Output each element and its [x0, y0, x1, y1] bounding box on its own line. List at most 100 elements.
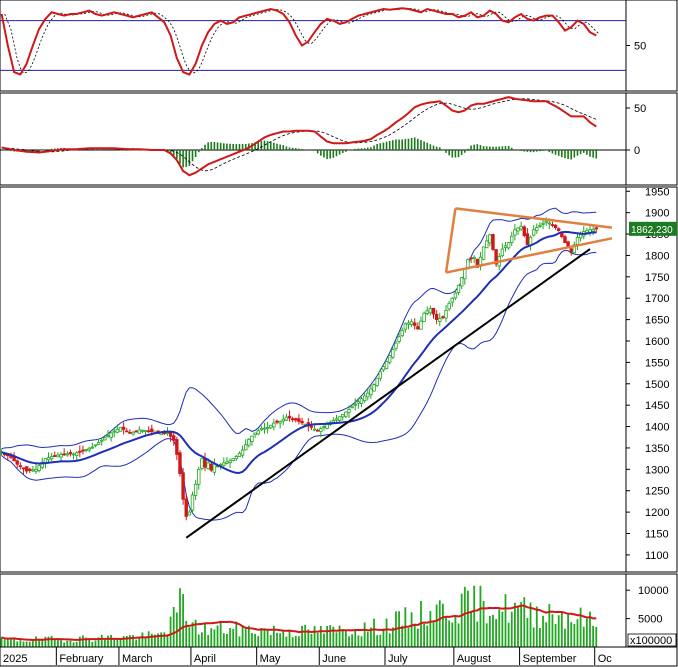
candle-body: [500, 248, 505, 257]
candle-body: [234, 456, 239, 460]
candle-body: [31, 469, 35, 472]
candle-body: [46, 457, 51, 461]
candle-body: [134, 430, 138, 433]
candle-body: [281, 418, 285, 422]
candle-body: [441, 316, 445, 319]
candle-body: [28, 468, 32, 471]
candle-body: [531, 229, 536, 236]
triangle-left-edge: [444, 208, 457, 273]
candle-body: [525, 233, 530, 246]
volume-unit-box: [627, 633, 677, 647]
candle-body: [309, 425, 314, 428]
stoch-k-line: [0, 7, 597, 76]
candle-body: [247, 438, 251, 446]
candle-body: [190, 494, 195, 511]
support-trendline: [185, 248, 591, 539]
candle-body: [506, 242, 511, 249]
candle-body: [49, 456, 54, 460]
candle-body: [397, 336, 401, 342]
panel-frame: [0, 0, 678, 92]
candle-body: [140, 429, 145, 432]
candle-body: [378, 371, 382, 379]
candle-body: [81, 449, 85, 452]
candle-body: [175, 439, 179, 455]
candle-body: [403, 323, 408, 330]
candle-body: [319, 428, 323, 432]
candle-body: [300, 420, 304, 424]
price-tick-label: 1300: [645, 464, 669, 476]
candle-body: [541, 222, 545, 225]
candle-body: [237, 452, 242, 457]
candle-body: [165, 432, 170, 434]
month-axis: 2025 February March April May June July August S…: [0, 646, 678, 667]
price-tick-label: 1350: [645, 443, 669, 455]
price-tick-label: 1200: [645, 507, 669, 519]
candle-body: [481, 246, 486, 260]
candle-body: [384, 361, 389, 369]
candle-body: [353, 403, 357, 406]
candle-body: [419, 320, 423, 330]
candle-body: [71, 453, 76, 456]
candle-body: [200, 458, 204, 469]
bollinger-lower: [1, 249, 597, 521]
candle-body: [206, 462, 210, 470]
candle-body: [450, 297, 454, 303]
candle-body: [350, 406, 354, 409]
candle-body: [143, 430, 148, 432]
triangle-lower-line: [445, 237, 613, 274]
candle-body: [87, 447, 91, 451]
candle-body: [325, 424, 329, 429]
candle-body: [131, 431, 135, 435]
candle-body: [394, 342, 398, 349]
candle-body: [84, 448, 88, 451]
candle-body: [428, 308, 433, 314]
candle-body: [334, 418, 339, 421]
price-tick-label: 1150: [645, 529, 669, 541]
candle-body: [244, 444, 248, 451]
candle-body: [315, 429, 320, 432]
month-axis-frame: [0, 646, 678, 667]
candle-body: [522, 226, 526, 236]
candle-body: [209, 463, 213, 471]
candle-body: [37, 465, 41, 471]
candle-body: [575, 237, 580, 245]
candle-body: [516, 227, 520, 232]
candle-body: [453, 292, 458, 299]
candle-body: [475, 258, 480, 268]
last-price-label: 1862,230: [629, 221, 677, 236]
candle-body: [106, 434, 110, 437]
candle-body: [297, 418, 301, 422]
candle-body: [491, 234, 495, 250]
candle-body: [272, 422, 276, 428]
last-price-value: 1862,230: [631, 225, 673, 236]
candle-body: [118, 427, 123, 432]
candle-body: [56, 454, 60, 458]
price-tick-label: 1250: [645, 486, 669, 498]
candle-body: [359, 398, 364, 404]
panel-frame: [0, 186, 678, 573]
candle-body: [372, 384, 376, 392]
candle-body: [444, 310, 448, 319]
candle-body: [225, 461, 229, 464]
candle-body: [40, 461, 44, 468]
candle-body: [469, 257, 473, 260]
candle-body: [447, 302, 451, 310]
candle-body: [103, 437, 107, 441]
candle-body: [563, 236, 567, 244]
candle-body: [387, 355, 392, 363]
candle-body: [262, 427, 267, 430]
candle-body: [391, 349, 395, 358]
candle-body: [438, 318, 442, 322]
candle-body: [366, 392, 370, 398]
price-tick-label: 1800: [645, 250, 669, 262]
candle-body: [137, 429, 141, 434]
candle-body: [416, 326, 420, 330]
candle-body: [362, 395, 367, 402]
price-panel: 1100 1150 1200 1250 1300 1350 1400 1450 1500 1550…: [0, 186, 678, 573]
candle-body: [356, 401, 361, 404]
candle-body: [193, 483, 198, 496]
month-label: March: [122, 653, 153, 665]
candle-body: [128, 431, 132, 434]
candle-body: [15, 460, 19, 465]
